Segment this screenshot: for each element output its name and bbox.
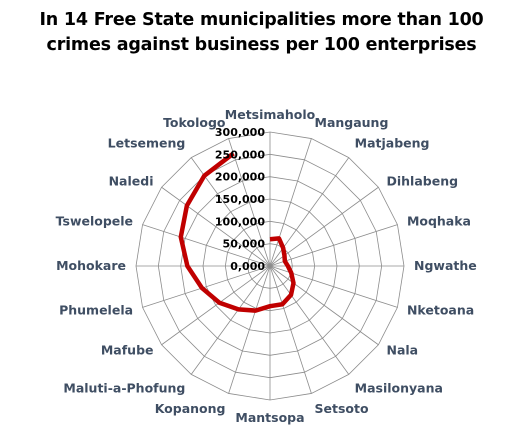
grid-spoke xyxy=(269,265,312,394)
radar-series xyxy=(178,151,296,313)
radar-grid xyxy=(135,131,405,401)
category-label: Mangaung xyxy=(315,115,389,130)
chart-title-line-1: In 14 Free State municipalities more tha… xyxy=(39,10,484,30)
category-label: Tswelopele xyxy=(56,214,133,229)
category-label: Nala xyxy=(387,343,419,358)
category-label: Dihlabeng xyxy=(387,173,459,188)
category-label: Naledi xyxy=(109,173,154,188)
category-label: Metsimaholo xyxy=(225,107,316,122)
tick-label: 300,000 xyxy=(215,126,265,139)
category-label: Masilonyana xyxy=(355,381,443,396)
grid-spoke xyxy=(161,265,271,346)
category-label: Moqhaka xyxy=(407,214,471,229)
grid-spoke xyxy=(228,265,271,394)
grid-spoke xyxy=(269,138,312,267)
tick-label: 0,000 xyxy=(230,260,265,273)
category-label: Mohokare xyxy=(56,258,126,273)
grid-spoke xyxy=(269,265,379,346)
grid-spoke xyxy=(269,265,350,375)
category-label: Phumelela xyxy=(59,303,133,318)
category-label: Matjabeng xyxy=(355,136,430,151)
tick-label: 250,000 xyxy=(215,148,265,161)
radial-axis-ticks: 0,000 50,000 100,000 150,000 200,000 250,000 3… xyxy=(215,126,265,273)
grid-spoke xyxy=(190,265,271,375)
category-label: Ngwathe xyxy=(414,258,477,273)
category-label: Mantsopa xyxy=(235,410,304,425)
grid-spoke xyxy=(142,265,271,308)
tick-label: 100,000 xyxy=(215,215,265,228)
chart-title-line-2: crimes against business per 100 enterpri… xyxy=(46,35,477,55)
category-label: Setsoto xyxy=(315,401,369,416)
grid-spoke xyxy=(161,186,271,267)
category-label: Maluti-a-Phofung xyxy=(63,381,185,396)
chart-title: In 14 Free State municipalities more tha… xyxy=(0,8,523,58)
category-label: Nketoana xyxy=(407,303,474,318)
tick-label: 150,000 xyxy=(215,193,265,206)
grid-spoke xyxy=(228,138,271,267)
grid-spoke xyxy=(269,186,379,267)
grid-spoke xyxy=(269,224,398,267)
tick-label: 50,000 xyxy=(223,238,266,251)
category-label: Letsemeng xyxy=(108,136,186,151)
category-label: Tokologo xyxy=(163,115,226,130)
grid-spoke xyxy=(142,224,271,267)
tick-label: 200,000 xyxy=(215,171,265,184)
category-label: Mafube xyxy=(101,343,154,358)
series-line xyxy=(178,151,296,313)
category-label: Kopanong xyxy=(155,401,226,416)
